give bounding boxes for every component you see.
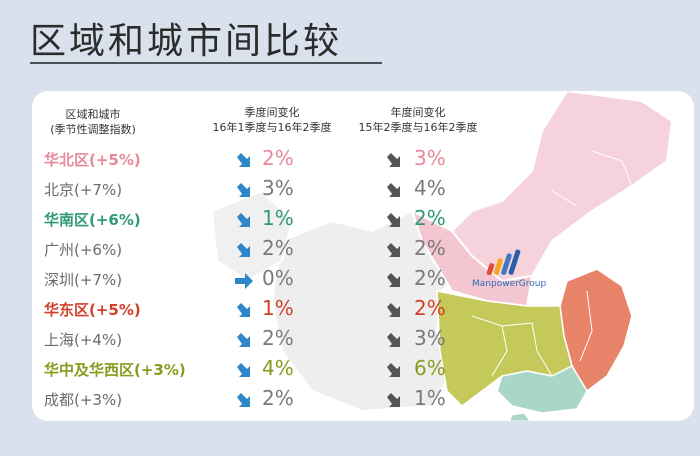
arrow-down-right-icon (234, 151, 254, 171)
arrow-down-right-icon (384, 181, 404, 201)
arrow-down-right-icon (234, 331, 254, 351)
table-row: 上海(+4%) 2% 3% (32, 326, 492, 356)
table-row: 华中及华西区(+3%) 4% 6% (32, 356, 492, 386)
yoy-value: 2% (414, 296, 446, 320)
table-row: 成都(+3%) 2% 1% (32, 386, 492, 416)
yoy-value: 2% (414, 236, 446, 260)
yoy-value: 2% (414, 266, 446, 290)
yoy-value: 6% (414, 356, 446, 380)
arrow-down-right-icon (384, 241, 404, 261)
arrow-down-right-icon (384, 391, 404, 411)
row-region-name: 深圳(+7%) (44, 271, 123, 289)
yoy-value: 3% (414, 146, 446, 170)
column-header-qoq-line2: 16年1季度与16年2季度 (212, 121, 332, 134)
table-row: 华南区(+6%) 1% 2% (32, 206, 492, 236)
arrow-down-right-icon (234, 391, 254, 411)
column-header-qoq: 季度间变化 16年1季度与16年2季度 (192, 105, 352, 135)
arrow-down-right-icon (234, 211, 254, 231)
column-header-region: 区域和城市 (季节性调整指数) (38, 107, 148, 137)
qoq-value: 1% (262, 206, 294, 230)
column-header-region-line2: (季节性调整指数) (50, 123, 136, 136)
row-region-name: 华南区(+6%) (44, 211, 141, 229)
arrow-down-right-icon (384, 151, 404, 171)
qoq-value: 0% (262, 266, 294, 290)
qoq-value: 3% (262, 176, 294, 200)
arrow-down-right-icon (234, 301, 254, 321)
arrow-down-right-icon (384, 361, 404, 381)
table-row: 深圳(+7%) 0% 2% (32, 266, 492, 296)
map-province-borders (471, 150, 633, 377)
table-row: 北京(+7%) 3% 4% (32, 176, 492, 206)
qoq-value: 2% (262, 236, 294, 260)
column-header-yoy-line1: 年度间变化 (390, 106, 446, 119)
row-region-name: 华北区(+5%) (44, 151, 141, 169)
qoq-value: 4% (262, 356, 294, 380)
arrow-down-right-icon (234, 181, 254, 201)
qoq-value: 2% (262, 386, 294, 410)
yoy-value: 3% (414, 326, 446, 350)
map-base-west (210, 189, 294, 283)
column-header-yoy: 年度间变化 15年2季度与16年2季度 (338, 105, 498, 135)
arrow-right-icon (234, 271, 254, 291)
arrow-down-right-icon (384, 301, 404, 321)
arrow-down-right-icon (384, 271, 404, 291)
yoy-value: 1% (414, 386, 446, 410)
comparison-card: ManpowerGroup 区域和城市 (季节性调整指数) 季度间变化 16年1… (32, 91, 694, 421)
yoy-value: 4% (414, 176, 446, 200)
china-region-map (210, 91, 674, 421)
table-row: 华北区(+5%) 2% 3% (32, 146, 492, 176)
manpowergroup-logo: ManpowerGroup (472, 249, 562, 299)
page-title: 区域和城市间比较 (30, 21, 343, 62)
table-row: 华东区(+5%) 1% 2% (32, 296, 492, 326)
title-divider (30, 62, 382, 64)
column-header-yoy-line2: 15年2季度与16年2季度 (358, 121, 478, 134)
arrow-down-right-icon (384, 331, 404, 351)
table-row: 广州(+6%) 2% 2% (32, 236, 492, 266)
row-region-name: 华东区(+5%) (44, 301, 141, 319)
map-base-region (270, 209, 474, 413)
row-region-name: 广州(+6%) (44, 241, 123, 259)
arrow-down-right-icon (234, 241, 254, 261)
qoq-value: 1% (262, 296, 294, 320)
map-hainan-island (509, 412, 531, 421)
column-header-region-line1: 区域和城市 (65, 108, 121, 121)
qoq-value: 2% (262, 146, 294, 170)
row-region-name: 华中及华西区(+3%) (44, 361, 186, 379)
yoy-value: 2% (414, 206, 446, 230)
manpowergroup-logo-text: ManpowerGroup (472, 279, 547, 289)
row-region-name: 上海(+4%) (44, 331, 123, 349)
manpowergroup-logo-icon (486, 249, 521, 276)
arrow-down-right-icon (384, 211, 404, 231)
map-south-region (496, 365, 588, 414)
column-header-qoq-line1: 季度间变化 (244, 106, 300, 119)
qoq-value: 2% (262, 326, 294, 350)
row-region-name: 北京(+7%) (44, 181, 123, 199)
arrow-down-right-icon (234, 361, 254, 381)
row-region-name: 成都(+3%) (44, 391, 123, 409)
